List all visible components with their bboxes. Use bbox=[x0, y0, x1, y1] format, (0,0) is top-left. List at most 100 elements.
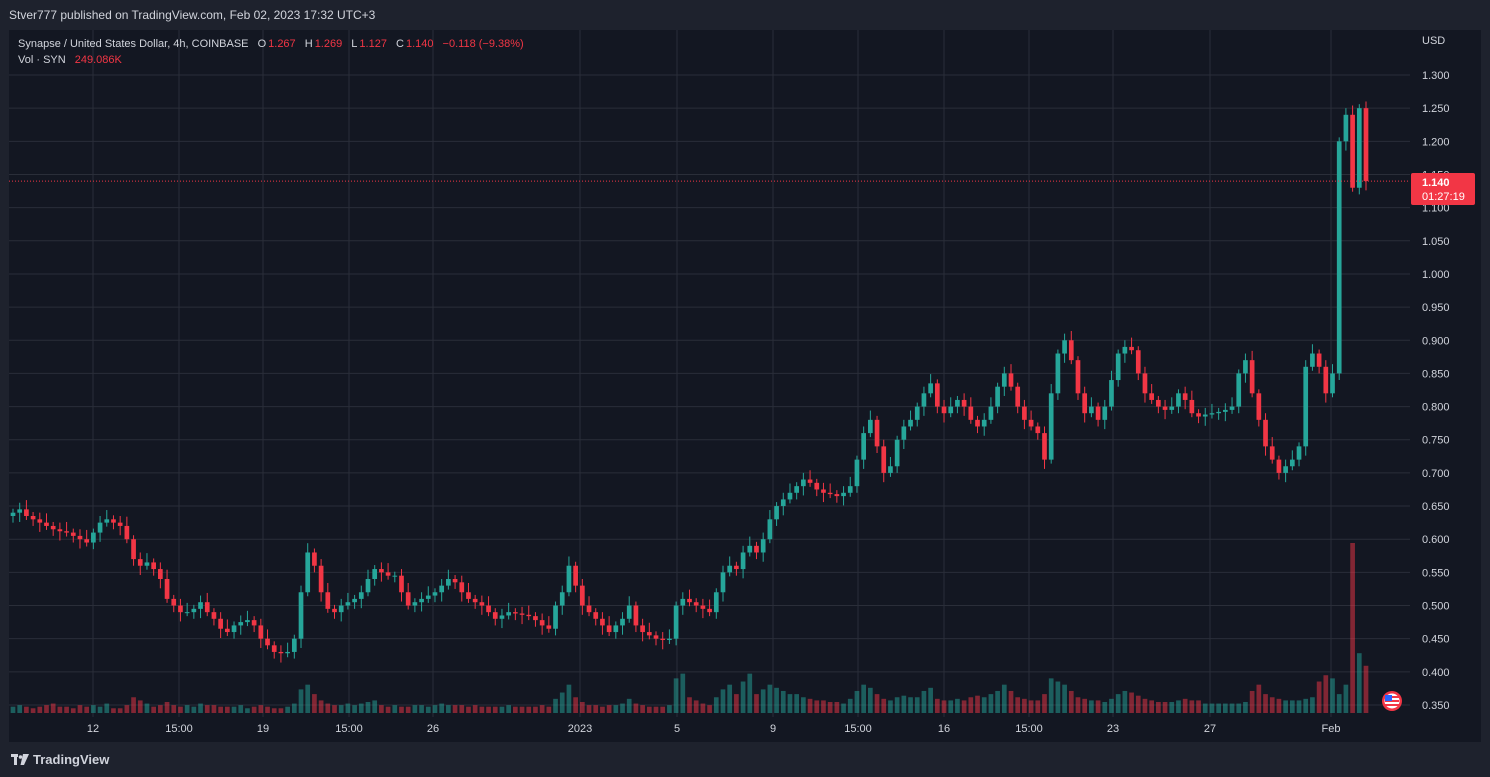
volume-bar bbox=[158, 705, 163, 713]
candle-body bbox=[693, 602, 699, 606]
volume-bar bbox=[626, 698, 632, 713]
candle-body bbox=[740, 552, 746, 570]
candle-body bbox=[1022, 406, 1027, 420]
candle-body bbox=[10, 512, 16, 516]
last-price-tag: 1.140 01:27:19 bbox=[1411, 173, 1475, 205]
candle-body bbox=[459, 582, 465, 593]
candle-body bbox=[754, 545, 759, 553]
low-value: 1.127 bbox=[359, 38, 387, 50]
volume-bar bbox=[593, 705, 599, 713]
x-tick-label: 16 bbox=[938, 723, 950, 735]
volume-bar bbox=[1149, 700, 1155, 713]
volume-bar bbox=[559, 692, 565, 713]
volume-bar bbox=[713, 697, 719, 713]
us-flag-icon[interactable] bbox=[1382, 691, 1402, 711]
open-label: O bbox=[257, 38, 267, 50]
candle-body bbox=[1035, 426, 1041, 434]
candle-body bbox=[318, 565, 324, 593]
volume-bar bbox=[419, 705, 424, 713]
volume-bar bbox=[1202, 703, 1208, 713]
candle-body bbox=[1222, 409, 1228, 412]
volume-bar bbox=[673, 678, 679, 713]
candle-body bbox=[593, 612, 599, 619]
volume-bar bbox=[97, 706, 103, 713]
volume-bar bbox=[841, 703, 846, 713]
volume-bar bbox=[1129, 692, 1134, 713]
volume-label[interactable]: Vol · SYN bbox=[18, 54, 66, 66]
symbol-label[interactable]: Synapse / United States Dollar, 4h, COIN… bbox=[18, 38, 249, 50]
candle-body bbox=[1202, 414, 1208, 417]
volume-bar bbox=[50, 703, 56, 713]
volume-bar bbox=[921, 690, 927, 713]
volume-bar bbox=[760, 689, 766, 713]
volume-bar bbox=[821, 700, 826, 713]
volume-bar bbox=[606, 705, 612, 713]
volume-bar bbox=[539, 705, 545, 713]
candle-body bbox=[868, 419, 873, 434]
candle-body bbox=[1102, 406, 1108, 420]
candle-body bbox=[1001, 373, 1007, 387]
candle-body bbox=[158, 569, 163, 579]
candle-body bbox=[50, 525, 56, 530]
change-value: −0.118 (−9.38%) bbox=[442, 38, 524, 50]
candle-body bbox=[894, 439, 900, 467]
candle-body bbox=[425, 595, 431, 599]
candle-body bbox=[774, 506, 779, 520]
volume-bar bbox=[767, 684, 773, 713]
candle-body bbox=[432, 592, 438, 596]
volume-bar bbox=[1182, 698, 1188, 713]
volume-bar bbox=[1035, 700, 1041, 713]
volume-bar bbox=[901, 695, 907, 713]
candle-body bbox=[171, 598, 177, 606]
volume-bar bbox=[91, 705, 96, 713]
volume-bar bbox=[1263, 694, 1268, 713]
candle-body bbox=[888, 466, 893, 473]
candle-body bbox=[131, 539, 136, 560]
candles bbox=[10, 101, 1369, 663]
candle-body bbox=[707, 608, 712, 613]
candle-body bbox=[298, 592, 304, 639]
candle-body bbox=[653, 635, 659, 639]
volume-bar bbox=[1356, 653, 1362, 713]
candle-body bbox=[1048, 393, 1054, 460]
candle-body bbox=[17, 509, 23, 513]
candle-body bbox=[452, 579, 458, 583]
volume-bar bbox=[392, 705, 398, 713]
tradingview-logo-icon bbox=[11, 754, 29, 765]
volume-bar bbox=[44, 705, 49, 713]
candle-body bbox=[1303, 366, 1309, 447]
volume-bar bbox=[1169, 701, 1175, 713]
volume-bar bbox=[1316, 681, 1322, 713]
candle-body bbox=[1042, 433, 1047, 460]
volume-bar bbox=[332, 705, 337, 713]
volume-bar bbox=[211, 705, 217, 713]
volume-bar bbox=[10, 706, 16, 713]
volume-bar bbox=[77, 705, 83, 713]
candle-body bbox=[325, 592, 331, 609]
candle-body bbox=[285, 651, 290, 654]
volume-bar bbox=[874, 694, 880, 713]
candle-body bbox=[251, 620, 257, 626]
candle-body bbox=[499, 615, 505, 619]
volume-bar bbox=[814, 700, 820, 713]
volume-bar bbox=[439, 703, 445, 713]
candle-body bbox=[1269, 446, 1275, 460]
volume-bar bbox=[908, 697, 913, 713]
publish-info: Stver777 published on TradingView.com, F… bbox=[9, 8, 376, 22]
candle-body bbox=[1229, 406, 1235, 410]
volume-bar bbox=[1363, 665, 1369, 713]
candle-body bbox=[760, 539, 766, 553]
y-tick-label: 0.900 bbox=[1422, 335, 1450, 347]
volume-bar bbox=[64, 706, 69, 713]
volume-bar bbox=[1249, 690, 1255, 713]
brand[interactable]: TradingView bbox=[11, 752, 109, 767]
y-tick-label: 0.700 bbox=[1422, 468, 1450, 480]
candle-body bbox=[767, 519, 773, 540]
y-tick-label: 0.350 bbox=[1422, 700, 1450, 712]
candle-body bbox=[559, 592, 565, 606]
volume-bar bbox=[1048, 678, 1054, 713]
candle-body bbox=[801, 479, 806, 487]
candle-body bbox=[713, 592, 719, 613]
y-tick-label: 1.050 bbox=[1422, 236, 1450, 248]
